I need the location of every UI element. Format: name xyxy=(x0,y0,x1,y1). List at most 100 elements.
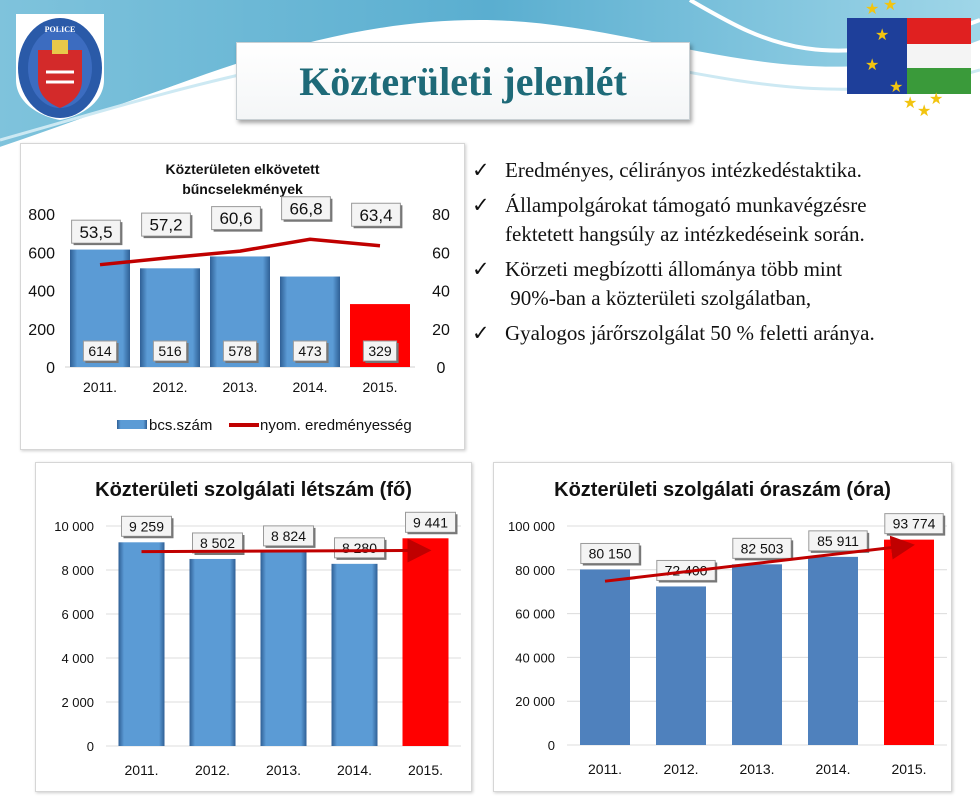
slide-title-box: Közterületi jelenlét xyxy=(236,42,690,120)
y-tick-label: 2 000 xyxy=(61,695,94,710)
y-left-tick-label: 400 xyxy=(28,284,55,301)
bullet-text: Gyalogos járőrszolgálat 50 % feletti ará… xyxy=(505,321,875,345)
line-data-label-shadow xyxy=(143,215,193,239)
y-right-tick-label: 0 xyxy=(437,360,446,377)
bar-data-label-shadow xyxy=(225,343,259,363)
bar-2012. xyxy=(189,558,236,746)
bar-data-label: 82 503 xyxy=(741,540,784,556)
bullet-item: ✓ Eredményes, célirányos intézkedéstaktik… xyxy=(472,156,977,185)
bar-2014. xyxy=(808,556,858,745)
bar-data-label: 614 xyxy=(88,343,112,359)
line-data-label: 57,2 xyxy=(149,216,182,235)
x-tick-label: 2011. xyxy=(125,762,159,778)
bullet-text: Körzeti megbízotti állománya több mint xyxy=(505,257,843,281)
crimes-chart: 0 200 400 600 800 0 20 40 60 80 2011. 2012. 2013. 201… xyxy=(28,196,450,434)
y-right-tick-label: 40 xyxy=(432,284,450,301)
svg-text:★: ★ xyxy=(865,55,879,74)
x-tick-label: 2015. xyxy=(891,761,926,777)
chart-title: Közterületi szolgálati létszám (fő) xyxy=(95,479,412,501)
y-right-tick-label: 20 xyxy=(432,322,450,339)
x-tick-label: 2015. xyxy=(362,379,397,395)
svg-text:★: ★ xyxy=(889,77,903,96)
chart-title: Közterületi szolgálati óraszám (óra) xyxy=(554,479,891,501)
svg-text:★: ★ xyxy=(883,0,897,14)
bar-data-label-shadow xyxy=(155,343,189,363)
y-left-tick-label: 200 xyxy=(28,322,55,339)
x-tick-label: 2014. xyxy=(815,761,850,777)
bar-data-label: 329 xyxy=(368,343,392,359)
hours-chart: 0 20 000 40 000 60 000 80 000 100 000 2011. 201… xyxy=(508,513,947,777)
y-left-tick-label: 0 xyxy=(46,360,55,377)
bar-data-label: 9 259 xyxy=(129,518,164,534)
chart-title-line-2: bűncselekmények xyxy=(182,181,303,197)
bar-data-label: 8 280 xyxy=(342,540,377,556)
y-tick-label: 0 xyxy=(87,739,94,754)
bar-data-label: 93 774 xyxy=(893,516,936,532)
check-icon: ✓ xyxy=(472,321,490,345)
bar-data-label: 8 502 xyxy=(200,535,235,551)
y-right-tick-label: 80 xyxy=(432,207,450,224)
bar-data-label: 85 911 xyxy=(817,533,859,549)
line-data-label-box xyxy=(71,219,121,244)
line-data-label-shadow xyxy=(213,208,263,232)
line-data-label-shadow xyxy=(353,205,403,229)
y-right-tick-label: 60 xyxy=(432,245,450,262)
check-icon: ✓ xyxy=(472,257,490,281)
line-data-label: 63,4 xyxy=(359,206,392,225)
x-tick-label: 2013. xyxy=(222,379,257,395)
y-left-tick-label: 800 xyxy=(28,207,55,224)
bar-2013. xyxy=(732,564,782,745)
bar-data-label: 473 xyxy=(298,343,322,359)
bar-data-label: 516 xyxy=(158,343,182,359)
line-data-label-shadow xyxy=(283,198,333,222)
y-tick-label: 100 000 xyxy=(508,519,555,534)
bar-data-label: 8 824 xyxy=(271,528,306,544)
line-data-label: 60,6 xyxy=(219,209,252,228)
line-data-label-shadow xyxy=(73,222,123,246)
y-tick-label: 80 000 xyxy=(515,563,555,578)
bar-data-label-shadow xyxy=(365,343,399,363)
check-icon: ✓ xyxy=(472,193,490,217)
x-tick-label: 2014. xyxy=(292,379,327,395)
bar-data-label-shadow xyxy=(336,539,387,560)
bar-data-label-shadow xyxy=(810,532,870,553)
bullet-text: Eredményes, célirányos intézkedéstaktika… xyxy=(505,158,862,182)
y-tick-label: 20 000 xyxy=(515,694,555,709)
y-left-tick-label: 600 xyxy=(28,245,55,262)
bar-2015. xyxy=(884,539,934,745)
svg-text:★: ★ xyxy=(929,89,943,108)
hours-chart-panel: Közterületi szolgálati óraszám (óra) 0 20… xyxy=(493,462,952,792)
chart-title-line-1: Közterületen elkövetett xyxy=(165,161,320,177)
line-data-label: 66,8 xyxy=(289,199,322,218)
y-tick-label: 40 000 xyxy=(515,650,555,665)
bar-data-label-shadow xyxy=(265,527,316,548)
slide-title: Közterületi jelenlét xyxy=(299,58,627,104)
bullet-text: 90%-ban a közterületi szolgálatban, xyxy=(505,286,812,310)
bar-data-label-shadow xyxy=(123,518,174,539)
y-tick-label: 60 000 xyxy=(515,607,555,622)
x-tick-label: 2012. xyxy=(195,762,230,778)
line-data-label: 53,5 xyxy=(79,223,112,242)
bar-2014. xyxy=(331,563,378,746)
svg-text:POLICE: POLICE xyxy=(45,25,76,34)
bar-2015. xyxy=(402,538,449,746)
x-tick-label: 2013. xyxy=(739,761,774,777)
bar-data-label: 9 441 xyxy=(413,514,448,530)
trendline xyxy=(604,535,915,583)
bar-data-label-shadow xyxy=(85,343,119,363)
bar-data-label-shadow xyxy=(886,515,946,536)
x-tick-label: 2015. xyxy=(408,762,443,778)
x-tick-label: 2014. xyxy=(337,762,372,778)
bullet-item: ✓ Gyalogos járőrszolgálat 50 % feletti ar… xyxy=(472,319,977,348)
y-tick-label: 4 000 xyxy=(61,651,94,666)
bar-data-label-shadow xyxy=(582,545,642,566)
x-tick-label: 2013. xyxy=(266,762,301,778)
x-tick-label: 2011. xyxy=(588,761,622,777)
y-tick-label: 0 xyxy=(548,738,555,753)
legend-bar-swatch xyxy=(117,420,147,429)
bullet-text: fektetett hangsúly az intézkedéseink sor… xyxy=(505,222,865,246)
check-icon: ✓ xyxy=(472,158,490,182)
legend-label-line: nyom. eredményesség xyxy=(260,417,412,434)
y-tick-label: 10 000 xyxy=(54,519,94,534)
line-series-nyom-eredmenyesseg xyxy=(99,237,381,267)
